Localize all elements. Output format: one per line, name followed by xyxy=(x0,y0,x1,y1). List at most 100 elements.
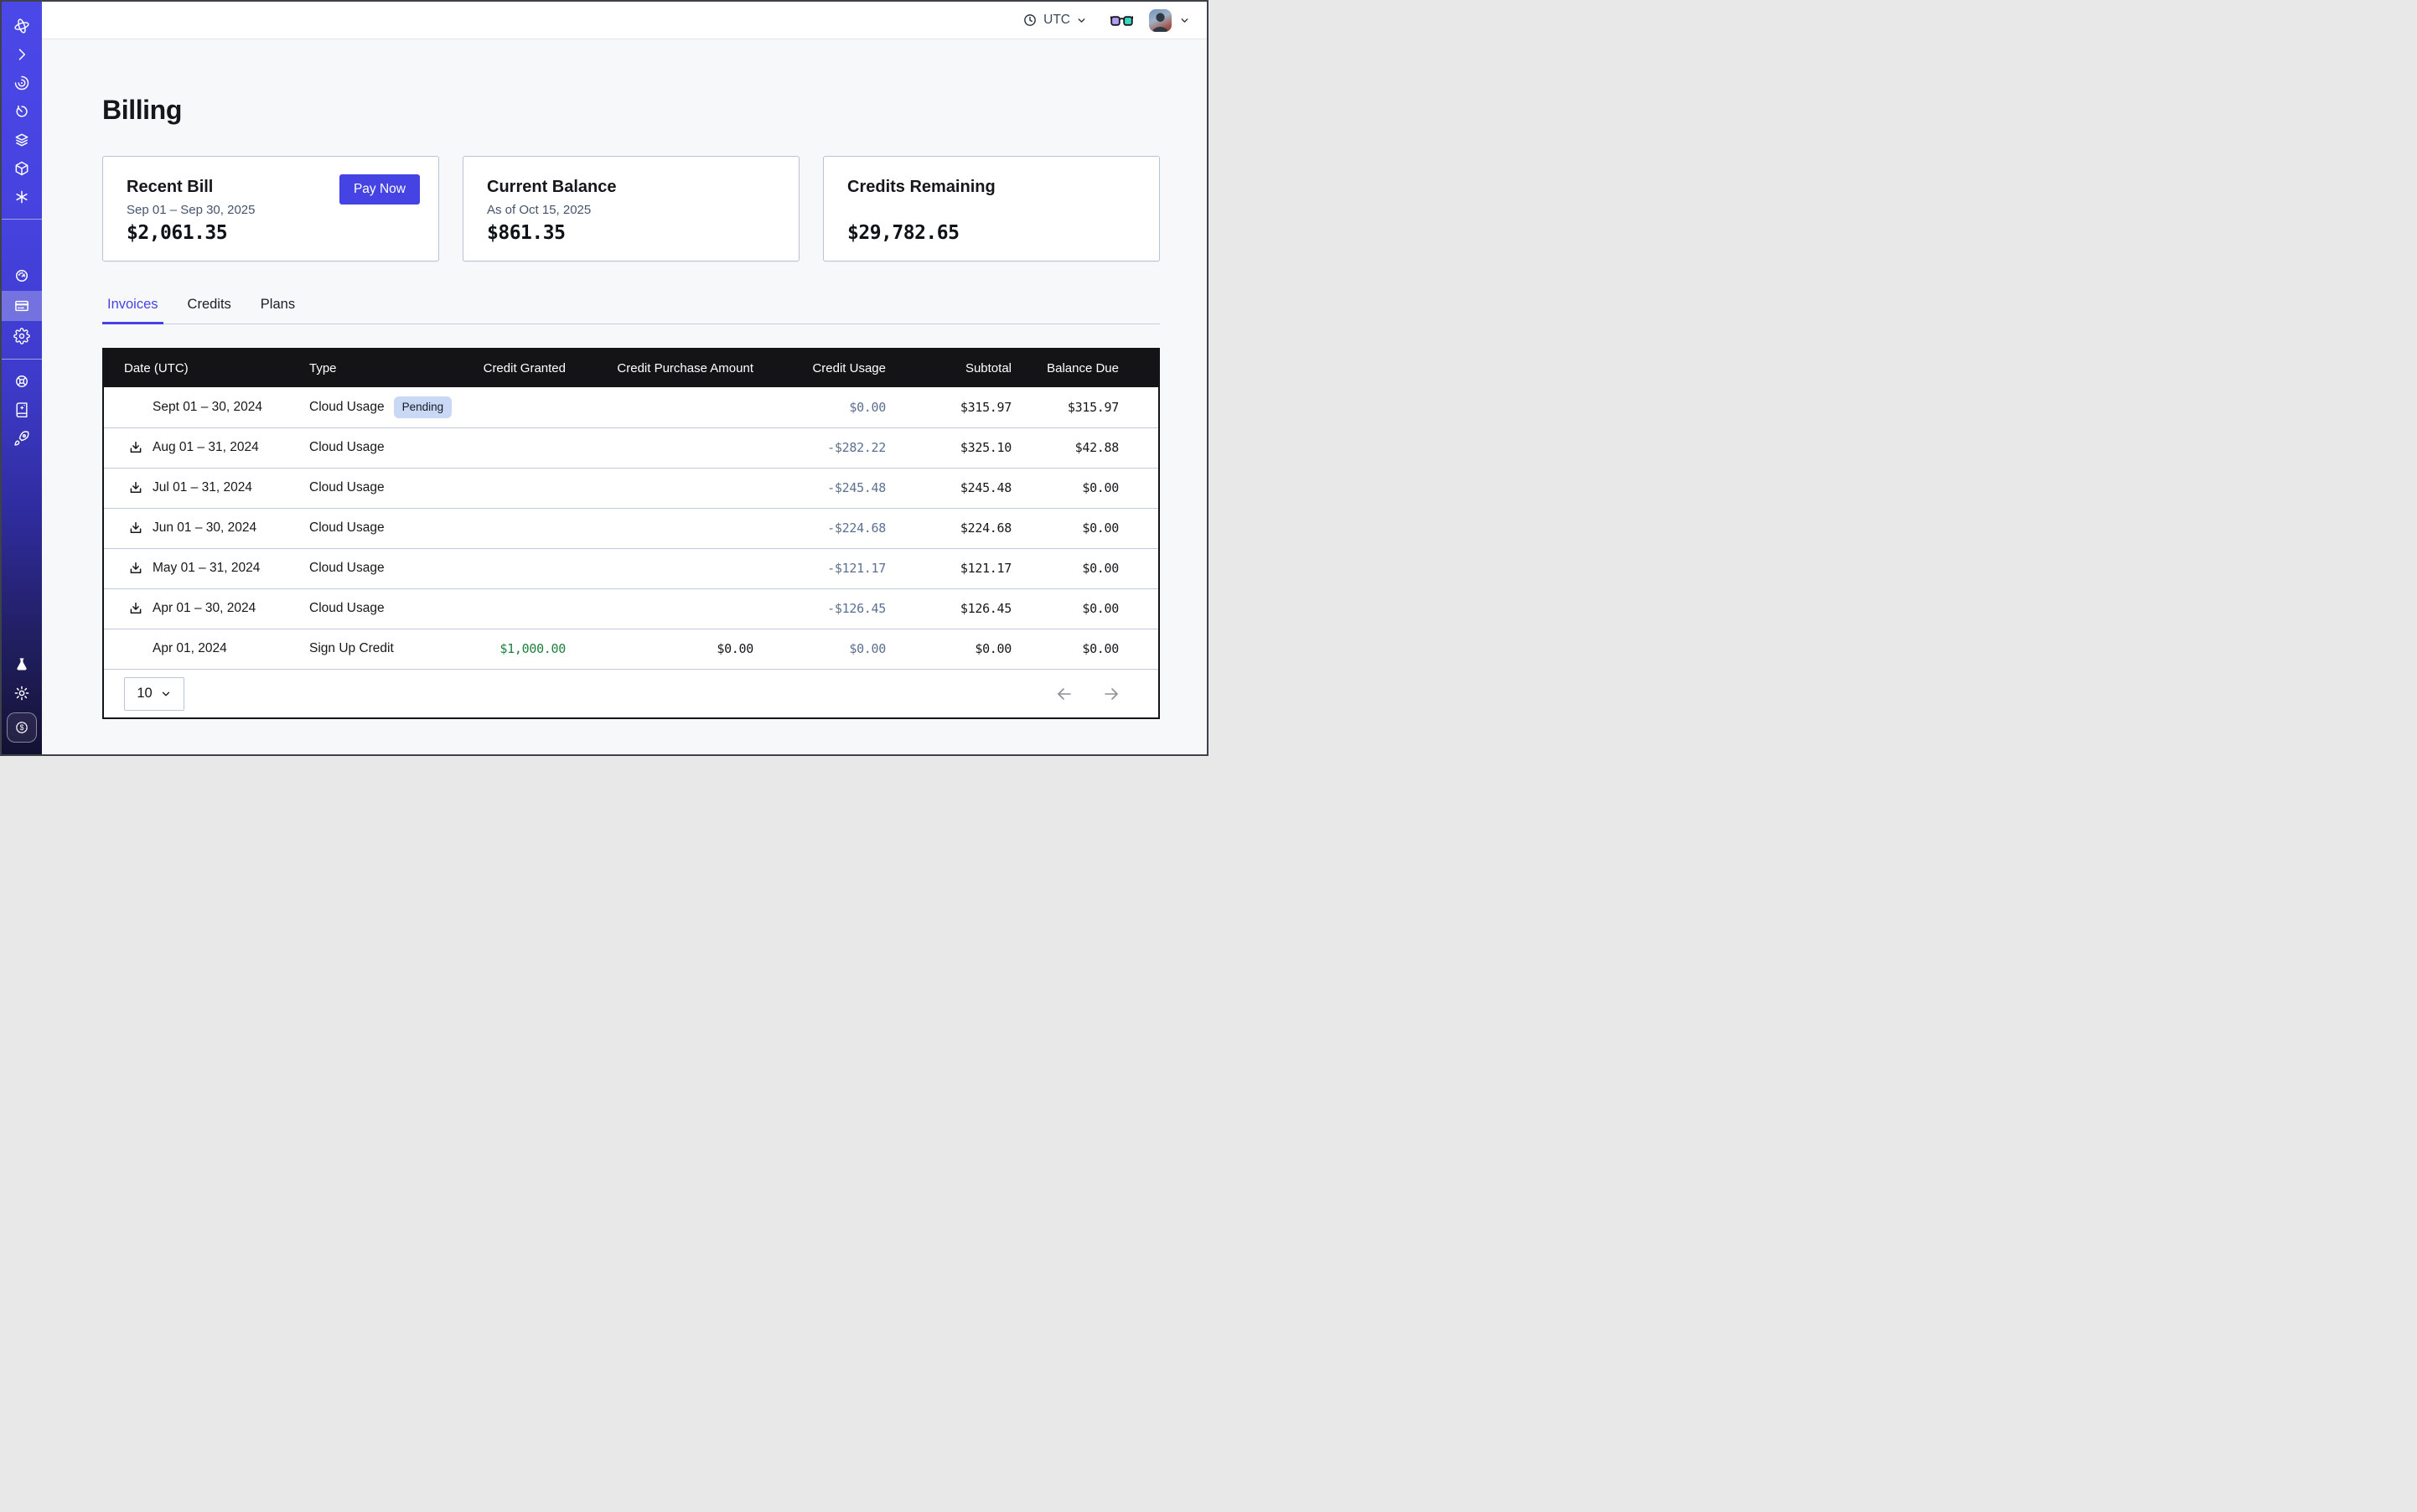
credit-purchase-value: $0.00 xyxy=(566,629,753,669)
wheel-icon xyxy=(13,373,30,390)
credit-granted-value xyxy=(464,427,566,468)
credits-remaining-amount: $29,782.65 xyxy=(847,222,959,244)
download-invoice-button[interactable] xyxy=(128,561,143,576)
pay-now-button[interactable]: Pay Now xyxy=(339,174,420,205)
topbar: UTC xyxy=(42,2,1207,39)
layers-icon xyxy=(13,132,30,148)
sidebar-item-asterisk[interactable] xyxy=(2,183,42,211)
gauge-icon xyxy=(13,267,30,284)
sidebar-item-layers[interactable] xyxy=(2,126,42,154)
credit-usage-value: $0.00 xyxy=(753,629,886,669)
download-invoice-button[interactable] xyxy=(128,520,143,536)
column-header-credit-usage: Credit Usage xyxy=(753,350,886,387)
balance-due-value: $0.00 xyxy=(1012,629,1158,669)
sidebar-divider xyxy=(2,219,42,220)
tab-credits[interactable]: Credits xyxy=(183,297,236,324)
billing-tabs: Invoices Credits Plans xyxy=(102,297,1160,324)
expand-sidebar-button[interactable] xyxy=(2,40,42,69)
credit-purchase-value xyxy=(566,387,753,427)
next-page-button[interactable] xyxy=(1101,684,1121,704)
credit-card-icon xyxy=(13,298,30,314)
balance-due-value: $42.88 xyxy=(1012,427,1158,468)
recent-bill-amount: $2,061.35 xyxy=(127,222,227,244)
status-badge: Pending xyxy=(394,396,453,418)
sidebar-item-cube[interactable] xyxy=(2,154,42,183)
balance-due-value: $0.00 xyxy=(1012,508,1158,548)
chevron-down-icon xyxy=(1179,15,1190,26)
credit-purchase-value xyxy=(566,468,753,508)
credit-usage-value: -$245.48 xyxy=(753,468,886,508)
sidebar-item-usage[interactable] xyxy=(2,261,42,291)
tab-plans[interactable]: Plans xyxy=(256,297,300,324)
subtotal-value: $0.00 xyxy=(886,629,1012,669)
cube-icon xyxy=(13,160,30,177)
column-header-subtotal: Subtotal xyxy=(886,350,1012,387)
spiral-icon xyxy=(13,75,30,91)
flask-icon xyxy=(13,656,30,673)
page-size-value: 10 xyxy=(137,686,152,702)
sidebar-item-spiral[interactable] xyxy=(2,69,42,97)
invoice-table-body: Sept 01 – 30, 2024 Cloud Usage Pending $… xyxy=(104,387,1158,669)
sidebar-item-labs[interactable] xyxy=(2,650,42,679)
previous-page-button[interactable] xyxy=(1054,684,1074,704)
subtotal-value: $224.68 xyxy=(886,508,1012,548)
card-title: Current Balance xyxy=(487,178,775,197)
subtotal-value: $126.45 xyxy=(886,588,1012,629)
sidebar-item-support[interactable] xyxy=(2,367,42,396)
credits-badge-button[interactable]: $ xyxy=(7,712,37,743)
table-row: Jun 01 – 30, 2024 Cloud Usage -$224.68 $… xyxy=(104,508,1158,548)
invoice-type: Cloud Usage xyxy=(309,480,385,495)
download-invoice-button[interactable] xyxy=(128,480,143,495)
theme-toggle-button[interactable] xyxy=(2,679,42,707)
glasses-icon xyxy=(1110,13,1133,28)
current-balance-card: Current Balance As of Oct 15, 2025 $861.… xyxy=(463,156,800,261)
rocket-icon xyxy=(13,430,30,447)
tab-invoices[interactable]: Invoices xyxy=(102,297,163,324)
credit-granted-value xyxy=(464,468,566,508)
sidebar-item-timer[interactable] xyxy=(2,97,42,126)
invoice-type: Cloud Usage xyxy=(309,400,385,415)
book-sparkle-icon xyxy=(13,401,30,418)
card-title: Credits Remaining xyxy=(847,178,1136,197)
arrow-left-icon xyxy=(1054,684,1074,704)
download-invoice-button[interactable] xyxy=(128,601,143,616)
page-size-select[interactable]: 10 xyxy=(124,677,184,711)
invoice-type: Cloud Usage xyxy=(309,601,385,616)
credit-purchase-value xyxy=(566,508,753,548)
svg-text:$: $ xyxy=(20,723,24,732)
credit-granted-value xyxy=(464,508,566,548)
card-subtitle: As of Oct 15, 2025 xyxy=(487,203,775,217)
balance-due-value: $0.00 xyxy=(1012,548,1158,588)
avatar[interactable] xyxy=(1149,9,1172,32)
table-row: Jul 01 – 31, 2024 Cloud Usage -$245.48 $… xyxy=(104,468,1158,508)
invoice-date: Aug 01 – 31, 2024 xyxy=(153,440,259,455)
column-header-date: Date (UTC) xyxy=(104,350,309,387)
credit-usage-value: -$224.68 xyxy=(753,508,886,548)
reader-mode-button[interactable] xyxy=(1110,13,1133,28)
subtotal-value: $325.10 xyxy=(886,427,1012,468)
table-row: Aug 01 – 31, 2024 Cloud Usage -$282.22 $… xyxy=(104,427,1158,468)
sidebar-item-docs[interactable] xyxy=(2,396,42,424)
subtotal-value: $121.17 xyxy=(886,548,1012,588)
credit-purchase-value xyxy=(566,427,753,468)
timezone-selector[interactable]: UTC xyxy=(1022,13,1087,28)
subtotal-value: $245.48 xyxy=(886,468,1012,508)
account-menu-button[interactable] xyxy=(1179,15,1190,26)
sidebar-item-getting-started[interactable] xyxy=(2,424,42,453)
credit-usage-value: -$126.45 xyxy=(753,588,886,629)
credit-usage-value: -$282.22 xyxy=(753,427,886,468)
balance-due-value: $315.97 xyxy=(1012,387,1158,427)
orbit-logo-icon[interactable] xyxy=(2,12,42,40)
download-invoice-button[interactable] xyxy=(128,440,143,455)
invoice-type: Cloud Usage xyxy=(309,520,385,536)
invoice-type: Sign Up Credit xyxy=(309,641,394,656)
credit-granted-value: $1,000.00 xyxy=(464,629,566,669)
table-header: Date (UTC) Type Credit Granted Credit Pu… xyxy=(104,350,1158,387)
balance-due-value: $0.00 xyxy=(1012,588,1158,629)
clock-icon xyxy=(1022,13,1038,28)
column-header-type: Type xyxy=(309,350,464,387)
invoice-date: Sept 01 – 30, 2024 xyxy=(153,400,262,415)
sidebar-item-billing[interactable] xyxy=(2,291,42,321)
credit-usage-value: $0.00 xyxy=(753,387,886,427)
sidebar-item-settings[interactable] xyxy=(2,321,42,351)
